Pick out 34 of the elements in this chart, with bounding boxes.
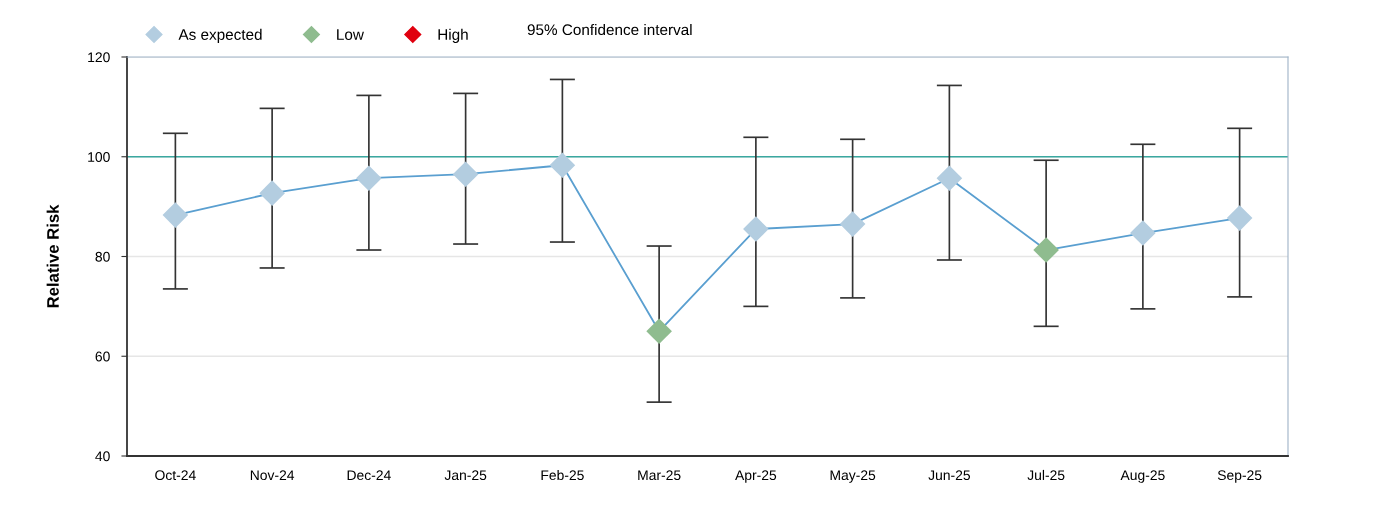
x-tick-label: May-25 bbox=[830, 470, 876, 483]
y-tick-label: 120 bbox=[88, 52, 110, 63]
y-tick-label: 80 bbox=[95, 251, 110, 262]
x-tick-label: Jun-25 bbox=[928, 470, 971, 481]
x-tick-label: Oct-24 bbox=[155, 470, 196, 481]
x-tick-label: Nov-24 bbox=[250, 470, 295, 481]
x-tick-label: Dec-24 bbox=[347, 470, 391, 481]
point bbox=[259, 180, 285, 206]
x-tick-label: Jul-25 bbox=[1027, 469, 1065, 481]
point bbox=[1033, 237, 1059, 263]
y-tick-label: 60 bbox=[95, 351, 110, 362]
point bbox=[646, 318, 672, 345]
x-tick-label: Sep-25 bbox=[1217, 470, 1262, 483]
x-tick-label: Feb-25 bbox=[541, 469, 584, 481]
y-axis-title: Relative Risk bbox=[46, 204, 59, 308]
text: 95% Confidence interval bbox=[527, 23, 692, 36]
x-tick-label: Jan-25 bbox=[444, 470, 487, 481]
x-tick-label: Apr-25 bbox=[735, 470, 777, 483]
x-tick-label: Aug-25 bbox=[1120, 470, 1165, 483]
point bbox=[743, 216, 769, 242]
point bbox=[549, 152, 576, 179]
point bbox=[356, 165, 382, 191]
point bbox=[1226, 205, 1253, 231]
legend-label: Low bbox=[337, 29, 364, 40]
legend-label: High bbox=[438, 28, 468, 43]
point bbox=[936, 165, 963, 191]
point bbox=[162, 202, 189, 228]
x-tick-label: Mar-25 bbox=[638, 470, 681, 481]
point bbox=[1130, 220, 1156, 246]
legend-label: As expected bbox=[178, 28, 262, 43]
point bbox=[839, 211, 866, 237]
point bbox=[452, 161, 479, 188]
y-tick-label: 40 bbox=[95, 451, 110, 462]
y-tick-label: 100 bbox=[88, 152, 110, 162]
